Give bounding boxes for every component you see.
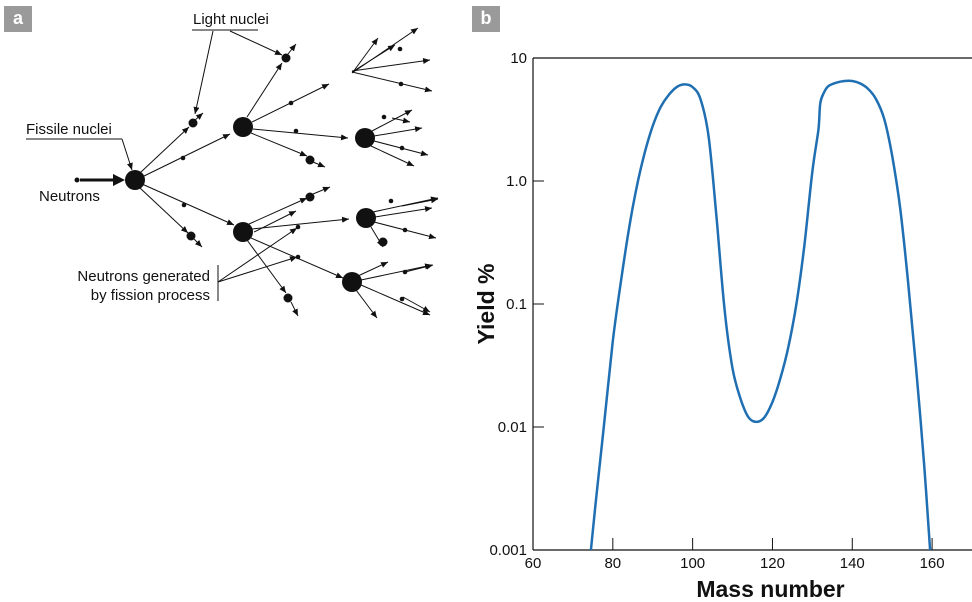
x-tick-label: 100 [680,555,705,572]
chart-tick-labels: 60 80 100 120 140 160 0.001 0.01 0.1 1.0 10 [489,50,944,572]
light-nuclei-label: Light nuclei [193,11,269,28]
y-tick-label: 0.1 [506,296,527,313]
light-nuclei-pointer-2 [229,30,283,56]
y-axis-title: Yield % [473,264,499,345]
y-tick-label: 1.0 [506,173,527,190]
light-nuclei-dots [186,53,388,303]
panel-a-badge: a [4,6,32,32]
fissile-nuclei-label: Fissile nuclei [26,121,112,138]
fissile-nuclei-dots [125,117,376,292]
generated-label-line2: by fission process [91,287,210,304]
yield-curve [589,79,932,551]
x-tick-label: 80 [604,555,621,572]
fissile-nuclei-pointer [121,138,133,171]
chain-arrows [139,27,439,319]
y-tick-label: 0.01 [498,419,527,436]
incoming-neutron [74,174,125,186]
panel-b-badge: b [472,6,500,32]
y-tick-label: 0.001 [489,542,527,559]
x-tick-label: 120 [760,555,785,572]
x-tick-label: 160 [920,555,945,572]
x-tick-label: 140 [840,555,865,572]
generated-label-line1: Neutrons generated [77,268,210,285]
generated-pointer-2 [217,256,298,283]
x-tick-label: 60 [525,555,542,572]
x-axis-title: Mass number [696,576,844,602]
neutrons-label: Neutrons [39,188,100,205]
neutron-dots [180,46,408,302]
light-nuclei-pointer-1 [193,30,214,115]
chart-ticks [533,180,933,550]
y-tick-label: 10 [510,50,527,67]
